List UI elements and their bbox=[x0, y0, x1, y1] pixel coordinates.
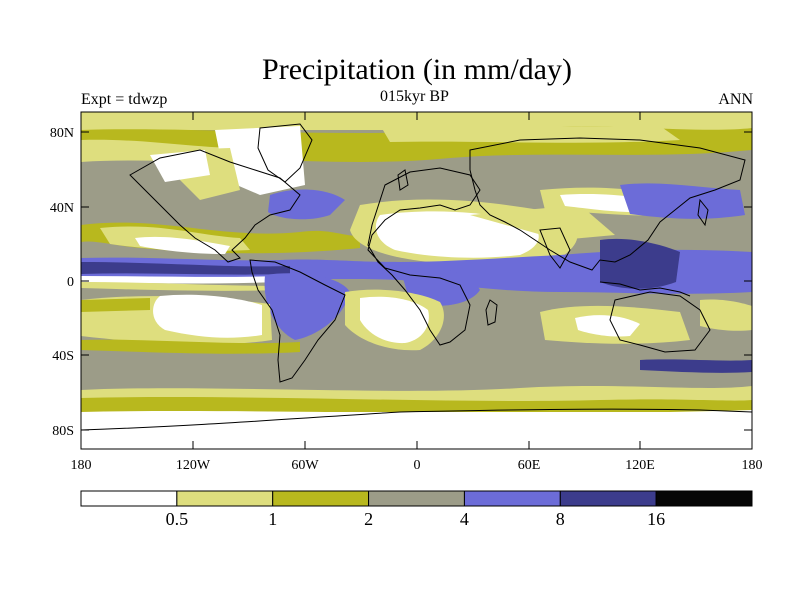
colorbar-label: 1 bbox=[268, 509, 277, 529]
colorbar-label: 0.5 bbox=[166, 509, 189, 529]
lon-tick-180-east: 180 bbox=[742, 458, 763, 473]
lat-tick-0: 0 bbox=[67, 275, 74, 290]
lon-tick-120e: 120E bbox=[625, 458, 655, 473]
colorbar-swatch bbox=[80, 490, 178, 507]
colorbar-swatch bbox=[176, 490, 274, 507]
axis-ticks bbox=[81, 112, 752, 449]
lon-tick-0: 0 bbox=[414, 458, 421, 473]
colorbar-swatch bbox=[368, 490, 465, 507]
lat-tick-40n: 40N bbox=[50, 201, 74, 216]
colorbar-swatch bbox=[655, 490, 753, 507]
lon-tick-60e: 60E bbox=[518, 458, 541, 473]
lon-tick-60w: 60W bbox=[291, 458, 319, 473]
colorbar-label: 2 bbox=[364, 509, 373, 529]
colorbar-swatch bbox=[559, 490, 657, 507]
period-label: 015kyr BP bbox=[380, 88, 449, 105]
precipitation-field bbox=[81, 112, 752, 449]
colorbar-label: 16 bbox=[647, 509, 665, 529]
colorbar-swatch bbox=[272, 490, 370, 507]
colorbar-label: 8 bbox=[556, 509, 565, 529]
chart-title: Precipitation (in mm/day) bbox=[262, 53, 572, 86]
colorbar-label: 4 bbox=[460, 509, 469, 529]
colorbar-swatch bbox=[463, 490, 561, 507]
lat-tick-80n: 80N bbox=[50, 126, 74, 141]
lat-tick-40s: 40S bbox=[52, 349, 74, 364]
lat-tick-80s: 80S bbox=[52, 424, 74, 439]
season-label: ANN bbox=[718, 91, 753, 108]
lon-tick-120w: 120W bbox=[176, 458, 211, 473]
coastlines bbox=[81, 123, 752, 431]
lon-tick-180-west: 180 bbox=[71, 458, 92, 473]
experiment-label: Expt = tdwzp bbox=[81, 91, 168, 108]
colorbar: 0.5 1 2 4 8 16 bbox=[80, 490, 753, 529]
